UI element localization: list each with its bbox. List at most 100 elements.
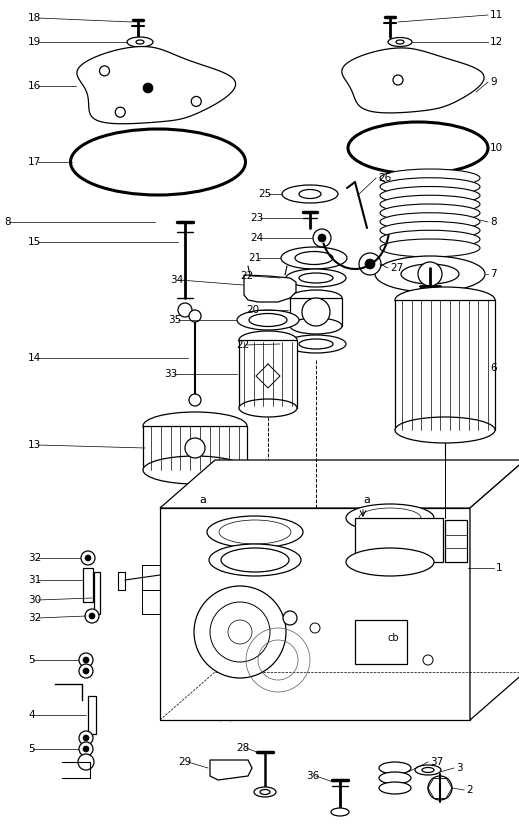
Ellipse shape xyxy=(299,189,321,198)
Polygon shape xyxy=(244,275,296,302)
Ellipse shape xyxy=(346,504,434,532)
Ellipse shape xyxy=(375,256,485,292)
Text: 8: 8 xyxy=(490,217,497,227)
Text: cb: cb xyxy=(388,633,400,643)
Circle shape xyxy=(423,655,433,665)
Bar xyxy=(355,620,407,664)
Ellipse shape xyxy=(379,762,411,774)
Ellipse shape xyxy=(401,264,459,284)
Text: a: a xyxy=(199,495,206,505)
Bar xyxy=(239,340,297,408)
Circle shape xyxy=(189,310,201,322)
Text: 14: 14 xyxy=(28,353,41,363)
Text: 21: 21 xyxy=(248,253,261,263)
Ellipse shape xyxy=(380,195,480,214)
Text: 24: 24 xyxy=(250,233,263,243)
Ellipse shape xyxy=(237,310,299,330)
Circle shape xyxy=(313,229,331,247)
Circle shape xyxy=(115,108,125,117)
Circle shape xyxy=(302,298,330,326)
Bar xyxy=(290,298,342,326)
Circle shape xyxy=(83,735,89,741)
Circle shape xyxy=(318,234,326,242)
Ellipse shape xyxy=(380,222,480,239)
Polygon shape xyxy=(160,460,519,508)
Circle shape xyxy=(228,620,252,644)
Circle shape xyxy=(85,609,99,623)
Text: 13: 13 xyxy=(28,440,41,450)
Circle shape xyxy=(81,551,95,565)
Text: 8: 8 xyxy=(4,217,10,227)
Ellipse shape xyxy=(395,287,495,313)
Polygon shape xyxy=(470,460,519,720)
Ellipse shape xyxy=(286,269,346,287)
Bar xyxy=(445,520,467,562)
Text: 35: 35 xyxy=(168,315,181,325)
Ellipse shape xyxy=(396,40,404,44)
Ellipse shape xyxy=(380,187,480,204)
Circle shape xyxy=(83,746,89,752)
Ellipse shape xyxy=(295,252,333,264)
Ellipse shape xyxy=(395,417,495,443)
Text: 31: 31 xyxy=(28,575,41,585)
Ellipse shape xyxy=(143,412,247,440)
Circle shape xyxy=(365,259,375,269)
Ellipse shape xyxy=(136,40,144,44)
Circle shape xyxy=(359,253,381,275)
Bar xyxy=(355,518,443,562)
Bar xyxy=(143,426,247,470)
Ellipse shape xyxy=(380,239,480,257)
Ellipse shape xyxy=(282,185,338,203)
Ellipse shape xyxy=(380,204,480,222)
Text: 6: 6 xyxy=(490,363,497,373)
Ellipse shape xyxy=(380,213,480,231)
Text: 16: 16 xyxy=(28,81,41,91)
Circle shape xyxy=(79,653,93,667)
Text: 1: 1 xyxy=(496,563,502,573)
Circle shape xyxy=(78,754,94,770)
Text: 9: 9 xyxy=(490,77,497,87)
Bar xyxy=(88,696,96,734)
Text: 5: 5 xyxy=(28,655,35,665)
Polygon shape xyxy=(210,760,252,780)
Text: 23: 23 xyxy=(250,213,263,223)
Ellipse shape xyxy=(290,290,342,306)
Ellipse shape xyxy=(254,787,276,797)
Circle shape xyxy=(79,731,93,745)
Ellipse shape xyxy=(239,331,297,349)
Circle shape xyxy=(189,394,201,406)
Text: a: a xyxy=(363,495,370,505)
Text: 3: 3 xyxy=(456,763,462,773)
Text: 12: 12 xyxy=(490,37,503,47)
Circle shape xyxy=(310,623,320,633)
Ellipse shape xyxy=(71,129,245,195)
Circle shape xyxy=(393,75,403,85)
Circle shape xyxy=(418,262,442,286)
Circle shape xyxy=(100,66,110,76)
Text: 33: 33 xyxy=(164,369,177,379)
Ellipse shape xyxy=(207,516,303,548)
Text: 26: 26 xyxy=(378,173,391,183)
Text: 30: 30 xyxy=(28,595,41,605)
Ellipse shape xyxy=(346,548,434,576)
Text: 19: 19 xyxy=(28,37,41,47)
Bar xyxy=(94,572,100,614)
Ellipse shape xyxy=(127,37,153,47)
Text: 28: 28 xyxy=(236,743,249,753)
Text: 15: 15 xyxy=(28,237,41,247)
Ellipse shape xyxy=(388,38,412,47)
Text: 20: 20 xyxy=(246,305,259,315)
Ellipse shape xyxy=(286,335,346,353)
Ellipse shape xyxy=(209,544,301,576)
Text: 36: 36 xyxy=(306,771,319,781)
Ellipse shape xyxy=(359,508,421,528)
Ellipse shape xyxy=(380,178,480,196)
Text: 29: 29 xyxy=(178,757,191,767)
Circle shape xyxy=(85,555,91,561)
Text: 17: 17 xyxy=(28,157,41,167)
Ellipse shape xyxy=(348,122,488,174)
Ellipse shape xyxy=(299,273,333,283)
Ellipse shape xyxy=(422,767,434,772)
Text: 11: 11 xyxy=(490,10,503,20)
Text: 7: 7 xyxy=(490,269,497,279)
